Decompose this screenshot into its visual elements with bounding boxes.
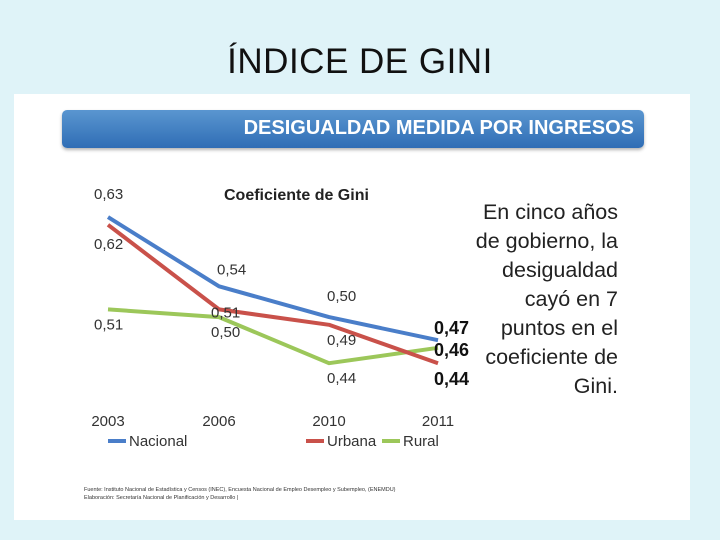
data-label: 0,62 bbox=[94, 236, 123, 253]
slide-title: ÍNDICE DE GINI bbox=[227, 42, 493, 81]
data-label: 0,51 bbox=[211, 304, 240, 321]
data-label: 0,51 bbox=[94, 316, 123, 333]
banner: DESIGUALDAD MEDIDA POR INGRESOS bbox=[62, 110, 644, 148]
x-tick-label: 2011 bbox=[422, 413, 454, 430]
series-line-urbana bbox=[106, 223, 439, 366]
legend-label: Nacional bbox=[129, 433, 187, 450]
source-line: Fuente: Instituto Nacional de Estadístic… bbox=[84, 487, 396, 493]
source-line: Elaboración: Secretaría Nacional de Plan… bbox=[84, 495, 239, 501]
source-note: Fuente: Instituto Nacional de Estadístic… bbox=[84, 486, 524, 502]
series-line-rural bbox=[107, 307, 439, 366]
side-text-line: desigualdad bbox=[502, 258, 618, 282]
gini-line-chart: Coeficiente de Gini 0,63 0,54 0,50 0,47 0,62 0… bbox=[91, 186, 469, 450]
side-commentary: En cinco años de gobierno, la desigualda… bbox=[456, 198, 618, 401]
side-text-line: cayó en 7 bbox=[524, 287, 618, 311]
data-label: 0,63 bbox=[94, 186, 123, 203]
side-text-line: En cinco años bbox=[482, 200, 618, 224]
data-label: 0,46 bbox=[434, 340, 469, 360]
x-tick-label: 2010 bbox=[312, 413, 345, 430]
data-label: 0,50 bbox=[327, 288, 356, 305]
side-text-line: puntos en el bbox=[500, 316, 618, 340]
chart-title: Coeficiente de Gini bbox=[224, 187, 369, 204]
side-text-line: Gini. bbox=[573, 374, 618, 398]
x-tick-label: 2003 bbox=[91, 413, 124, 430]
side-text-line: de gobierno, la bbox=[475, 229, 618, 253]
x-tick-label: 2006 bbox=[202, 413, 235, 430]
data-label: 0,49 bbox=[327, 332, 356, 349]
slide-image-panel: DESIGUALDAD MEDIDA POR INGRESOS Coeficie… bbox=[14, 94, 690, 520]
data-label: 0,44 bbox=[434, 369, 469, 389]
data-label: 0,50 bbox=[211, 324, 240, 341]
data-label: 0,44 bbox=[327, 370, 356, 387]
legend-label: Rural bbox=[403, 433, 439, 450]
data-label: 0,54 bbox=[217, 261, 246, 278]
data-label: 0,47 bbox=[434, 318, 469, 338]
series-line-nacional bbox=[106, 215, 439, 343]
legend-label: Urbana bbox=[327, 433, 377, 450]
banner-title: DESIGUALDAD MEDIDA POR INGRESOS bbox=[243, 117, 634, 139]
side-text-line: coeficiente de bbox=[485, 345, 618, 369]
